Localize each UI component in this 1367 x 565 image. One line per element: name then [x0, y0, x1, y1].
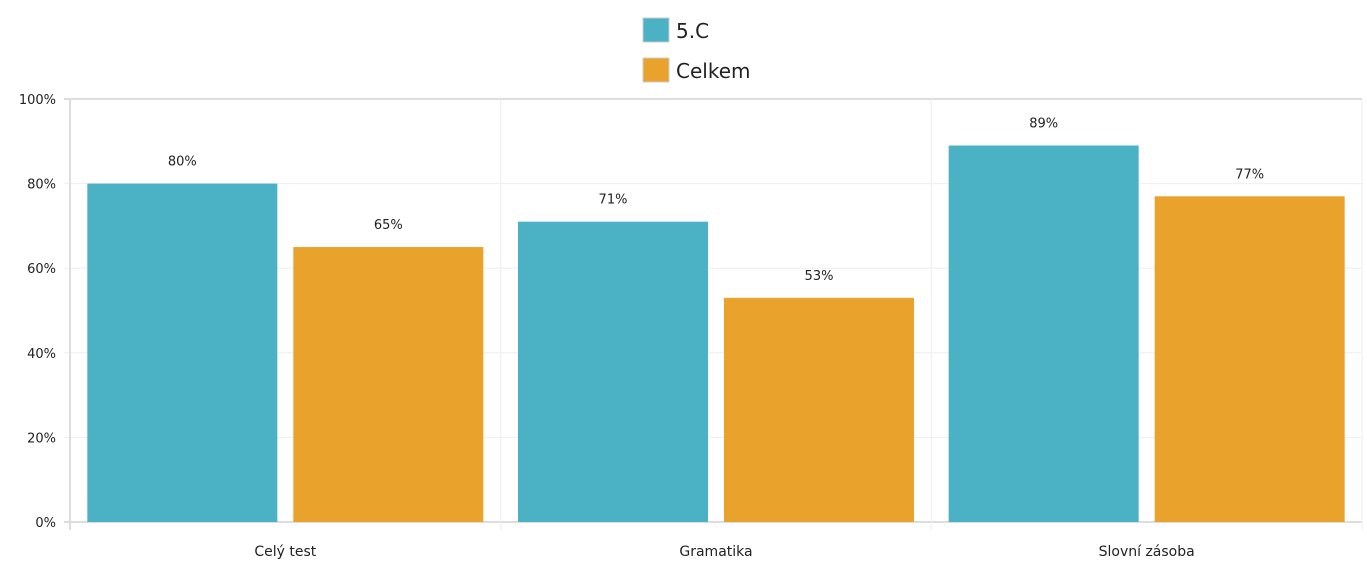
- bar-celkem: [1154, 196, 1345, 523]
- bar-celkem: [724, 297, 914, 522]
- bar-5c: [948, 145, 1139, 522]
- x-tick-label: Slovní zásoba: [1099, 544, 1195, 560]
- y-axis: 0% 20% 40% 60% 80% 100%: [19, 93, 56, 531]
- legend-swatch-5c: [642, 17, 670, 43]
- x-axis: Celý test Gramatika Slovní zásoba: [254, 544, 1194, 560]
- data-label: 71%: [599, 193, 628, 208]
- bar-5c: [518, 221, 708, 523]
- data-label: 77%: [1235, 167, 1264, 182]
- grid: [64, 98, 1363, 530]
- data-label: 65%: [374, 218, 403, 233]
- legend: 5.C Celkem: [642, 17, 750, 83]
- y-tick-label: 60%: [27, 262, 56, 277]
- bar-celkem: [293, 247, 484, 523]
- data-label: 53%: [805, 269, 834, 284]
- x-tick-label: Gramatika: [679, 544, 752, 560]
- y-tick-label: 0%: [35, 516, 56, 531]
- data-label: 80%: [168, 155, 197, 170]
- y-tick-label: 40%: [27, 347, 56, 362]
- y-tick-label: 80%: [27, 178, 56, 193]
- y-tick-label: 100%: [19, 93, 56, 108]
- bar-5c: [87, 183, 278, 522]
- legend-label-celkem: Celkem: [676, 59, 750, 83]
- legend-label-5c: 5.C: [676, 19, 709, 43]
- data-labels: 80% 65% 71% 53% 89% 77%: [168, 117, 1264, 284]
- y-tick-label: 20%: [27, 431, 56, 446]
- bars: [87, 145, 1345, 523]
- x-tick-label: Celý test: [254, 544, 316, 560]
- data-label: 89%: [1029, 117, 1058, 132]
- legend-swatch-celkem: [642, 57, 670, 83]
